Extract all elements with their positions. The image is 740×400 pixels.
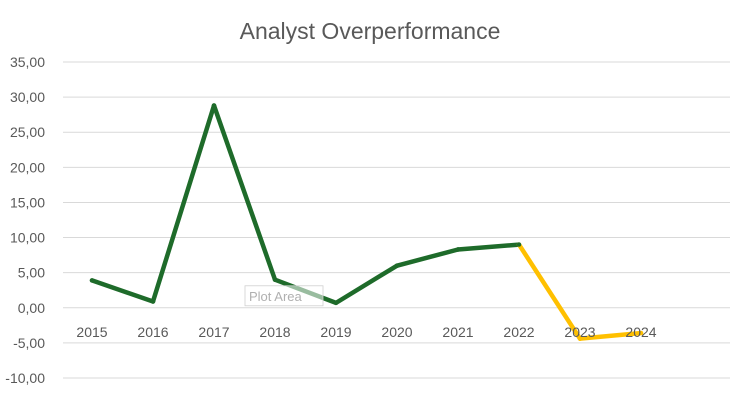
y-tick-label: 30,00 bbox=[10, 89, 45, 105]
x-tick-label: 2018 bbox=[259, 324, 290, 340]
x-tick-label: 2023 bbox=[564, 324, 595, 340]
y-tick-label: 5,00 bbox=[18, 265, 45, 281]
data-point[interactable] bbox=[577, 336, 583, 341]
y-tick-label: 35,00 bbox=[10, 54, 45, 70]
x-tick-label: 2019 bbox=[320, 324, 351, 340]
x-tick-label: 2021 bbox=[442, 324, 473, 340]
x-tick-label: 2016 bbox=[137, 324, 168, 340]
data-point[interactable] bbox=[394, 263, 400, 268]
data-point[interactable] bbox=[89, 278, 95, 283]
data-point[interactable] bbox=[211, 103, 217, 108]
line-segment[interactable] bbox=[150, 103, 217, 304]
line-segment[interactable] bbox=[333, 263, 400, 306]
y-tick-label: 20,00 bbox=[10, 159, 45, 175]
x-tick-label: 2017 bbox=[198, 324, 229, 340]
y-tick-label: -5,00 bbox=[13, 335, 45, 351]
y-tick-label: -10,00 bbox=[5, 370, 45, 386]
line-segment[interactable] bbox=[394, 247, 461, 268]
tooltip-box bbox=[244, 285, 324, 307]
series-line[interactable] bbox=[89, 103, 644, 341]
plot-area-tooltip: Plot Area bbox=[244, 285, 324, 307]
data-point[interactable] bbox=[272, 277, 278, 282]
data-point[interactable] bbox=[333, 300, 339, 306]
x-axis-tick-labels: 2015 2016 2017 2018 2019 2020 2021 2022 2023 2024 bbox=[76, 324, 656, 340]
line-segment[interactable] bbox=[455, 242, 522, 252]
y-tick-label: 0,00 bbox=[18, 300, 45, 316]
y-tick-label: 10,00 bbox=[10, 230, 45, 246]
x-tick-label: 2022 bbox=[503, 324, 534, 340]
line-segment[interactable] bbox=[89, 278, 156, 304]
line-segment[interactable] bbox=[577, 330, 644, 341]
y-tick-label: 25,00 bbox=[10, 124, 45, 140]
y-tick-label: 15,00 bbox=[10, 194, 45, 210]
line-segment[interactable] bbox=[211, 103, 278, 282]
line-segment[interactable] bbox=[516, 242, 583, 341]
tooltip-label: Plot Area bbox=[249, 289, 303, 304]
x-tick-label: 2015 bbox=[76, 324, 107, 340]
data-point[interactable] bbox=[516, 242, 522, 247]
x-tick-label: 2024 bbox=[625, 324, 656, 340]
data-point[interactable] bbox=[638, 330, 644, 336]
data-point[interactable] bbox=[455, 247, 461, 252]
y-axis-tick-labels: 35,00 30,00 25,00 20,00 15,00 10,00 5,00 0,00 -5… bbox=[5, 54, 45, 386]
chart-title: Analyst Overperformance bbox=[240, 18, 501, 44]
x-tick-label: 2020 bbox=[381, 324, 412, 340]
data-point[interactable] bbox=[150, 299, 156, 304]
